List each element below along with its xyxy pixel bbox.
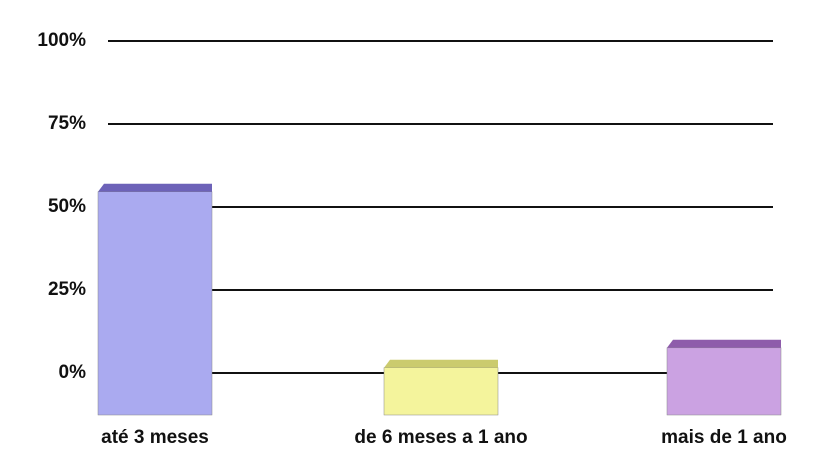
y-tick-label: 75% bbox=[48, 113, 86, 134]
bar bbox=[383, 367, 499, 416]
bar-top bbox=[667, 339, 781, 348]
x-tick-label: mais de 1 ano bbox=[661, 427, 787, 448]
bar-top bbox=[98, 183, 212, 192]
y-tick-label: 25% bbox=[48, 279, 86, 300]
bar bbox=[666, 347, 782, 416]
bar-top bbox=[384, 359, 498, 368]
bar bbox=[97, 191, 213, 416]
y-tick-label: 0% bbox=[59, 362, 87, 383]
y-tick-label: 100% bbox=[37, 30, 86, 51]
x-tick-label: até 3 meses bbox=[101, 427, 209, 448]
y-tick-label: 50% bbox=[48, 196, 86, 217]
x-tick-label: de 6 meses a 1 ano bbox=[354, 427, 527, 448]
